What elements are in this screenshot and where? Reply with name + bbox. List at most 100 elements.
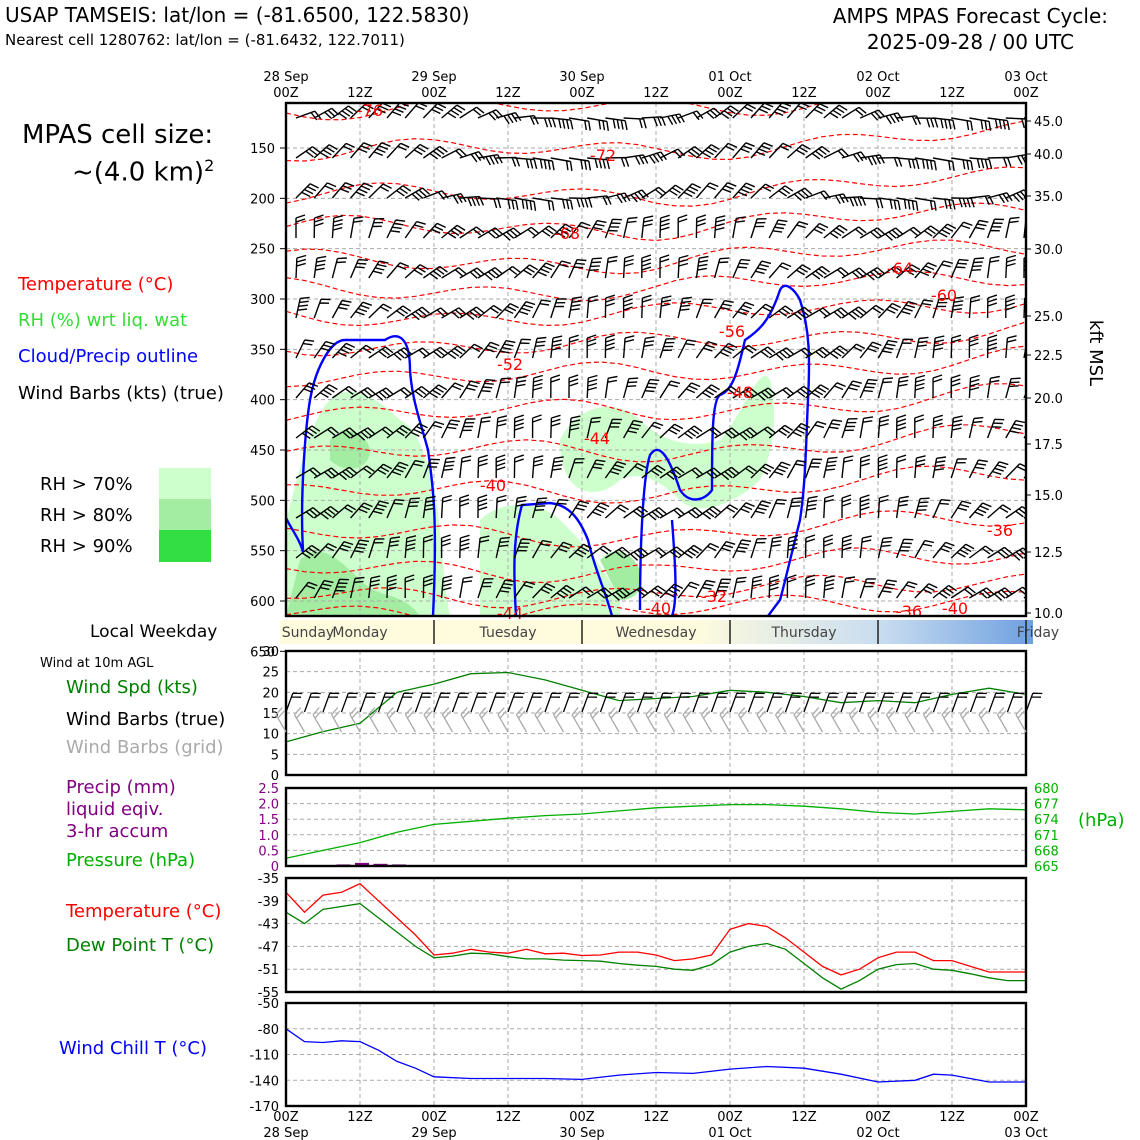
wind-barb (550, 260, 571, 279)
wind-barb (986, 218, 1005, 239)
wind-barb (968, 374, 980, 399)
wind-barb (636, 692, 654, 713)
wind-barb (987, 546, 1013, 559)
temp-contour-label: -40 (645, 599, 671, 618)
wind-barb (932, 456, 947, 479)
weekday-label: Monday (332, 625, 387, 641)
wind-barb (968, 295, 981, 319)
wind-barb (823, 419, 843, 439)
wind-barb (732, 344, 757, 359)
wind-barb (750, 538, 767, 559)
wind-barb (914, 299, 934, 319)
wind-barb (968, 416, 984, 439)
wind-barb (768, 262, 792, 279)
temperature-contour-labels: -76 -72 -68 -64 -60 -56 -52 -48 -44 -40 -36 -32 -40 -… (357, 101, 1013, 623)
wind-barb (986, 418, 1005, 439)
wind-barb (350, 301, 373, 319)
wind-barb (507, 692, 525, 713)
height-tick-label: 45.0 (1034, 115, 1063, 130)
bottom-hour-label: 00Z (569, 1110, 595, 1125)
rh90-swatch (159, 530, 211, 562)
wind-barb (604, 294, 616, 319)
wind-barb (768, 536, 783, 559)
wind-barb (368, 346, 394, 359)
wind-barb (1005, 189, 1026, 203)
wind-barb (605, 587, 631, 601)
temp-contour (286, 547, 1026, 584)
pressure-tick-label: 668 (1034, 844, 1059, 859)
wind-barb (896, 581, 918, 599)
wind-barb (1015, 707, 1027, 733)
wind-barb (885, 707, 898, 733)
wind-barb (737, 707, 750, 733)
wind-barb (677, 146, 703, 159)
wind-barb (568, 334, 579, 359)
bottom-date-label: 02 Oct (856, 1126, 899, 1140)
y-tick-label: 30 (262, 645, 279, 660)
wind-barb (877, 579, 897, 599)
wind-barb (787, 187, 813, 201)
wind-barb (968, 257, 985, 279)
wind-barb (805, 384, 830, 399)
weekday-label: Wednesday (615, 625, 696, 641)
wind-barb (659, 113, 685, 125)
wind-barb (496, 112, 522, 125)
wind-barb (622, 294, 633, 318)
wind-barb (841, 455, 854, 479)
wind-barb (331, 342, 355, 359)
wind-barb (441, 104, 466, 119)
bottom-hour-label: 12Z (791, 1110, 817, 1125)
wind-barb (275, 707, 287, 733)
wind-barb (495, 227, 522, 241)
wind-barb (586, 219, 607, 239)
wind-barb (904, 707, 916, 733)
wind-barb (386, 424, 411, 439)
wind-barb (623, 547, 649, 561)
wind-barb (677, 110, 704, 121)
wind-barb (386, 305, 412, 319)
wind-barb (641, 421, 664, 439)
wind-barb (295, 214, 306, 238)
bottom-date-label: 30 Sep (559, 1126, 604, 1140)
wind-barb (696, 107, 722, 120)
wind-barb (495, 454, 506, 478)
wind-barb (513, 495, 527, 519)
wind-barb (513, 538, 531, 559)
wind-barb (695, 505, 721, 520)
wind-barb (714, 504, 739, 519)
wind-barb (313, 542, 337, 559)
wind-barb (787, 306, 813, 321)
wind-barb (544, 692, 562, 713)
wind-barb (1005, 254, 1017, 279)
wind-barb (729, 692, 747, 713)
wind-barb (313, 340, 335, 359)
top-date-label: 30 Sep (559, 70, 604, 85)
wind-barb (332, 466, 358, 481)
wind-barb (477, 267, 503, 281)
wind-barb (477, 454, 488, 479)
legend-temperature: Temperature (°C) (18, 274, 174, 295)
wind-barb (750, 463, 775, 479)
height-axis: 45.0 40.0 35.0 30.0 25.0 22.5 20.0 17.5 15.0 12.5… (1026, 115, 1063, 622)
wind-barb (423, 346, 449, 359)
wind-barb (878, 156, 903, 167)
wind-barb (677, 581, 700, 599)
wind-barb (805, 103, 829, 119)
bottom-hour-label: 00Z (717, 1110, 743, 1125)
weekday-label: Thursday (770, 625, 836, 641)
weekday-label: Local Weekday (90, 622, 218, 642)
wind-barb (641, 507, 667, 521)
y-tick-label: -47 (258, 940, 279, 955)
precip-label-2: liquid eqiv. (66, 799, 164, 820)
wind-barb (823, 494, 835, 519)
pressure-tick-label: 650 (250, 645, 275, 660)
wind-barb (349, 539, 369, 559)
wind-barb (386, 185, 412, 199)
wind-barb (477, 227, 503, 239)
wind-barb (478, 707, 491, 733)
wind-barb (987, 156, 1012, 167)
y-tick-label: 2.5 (258, 782, 279, 797)
wind-barb (914, 336, 929, 359)
height-tick-label: 15.0 (1034, 489, 1063, 504)
wind-barb (659, 338, 676, 359)
